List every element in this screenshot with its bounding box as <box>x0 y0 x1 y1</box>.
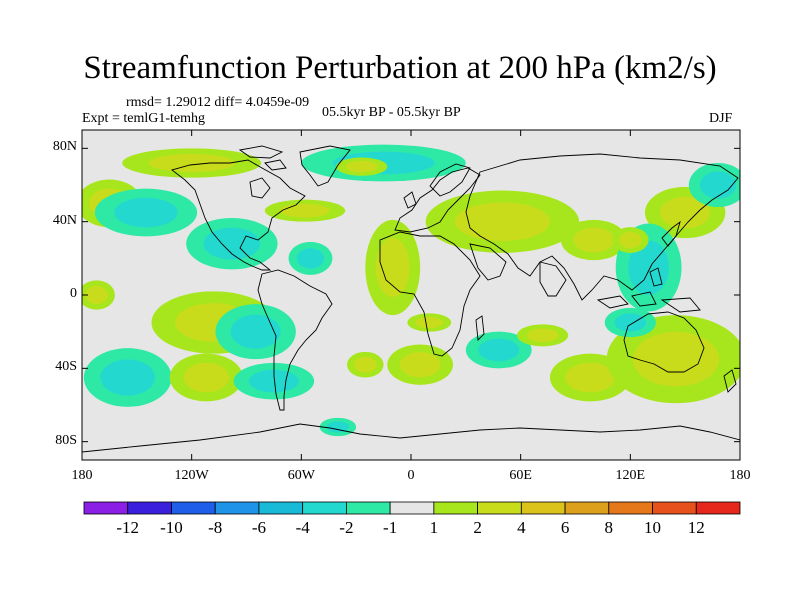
contour-feature-core <box>632 331 720 387</box>
lon-tick-label: 120W <box>174 468 209 483</box>
contour-feature-core <box>230 314 281 349</box>
colorbar-swatch <box>127 501 172 515</box>
coast-south-america <box>257 269 333 411</box>
coastlines <box>82 145 740 453</box>
coast-asia <box>465 153 739 301</box>
contour-feature-core <box>526 328 559 343</box>
lon-tick-label: 180 <box>71 468 93 483</box>
contour-feature-core <box>399 352 441 378</box>
experiment-text: Expt = temlG1-temhg <box>82 111 205 126</box>
coast-britain <box>403 191 417 209</box>
colorbar <box>83 501 741 515</box>
coast-se-asia-islands <box>596 267 701 313</box>
colorbar-swatch <box>564 501 610 515</box>
lon-tick-label: 120E <box>615 468 646 483</box>
colorbar-swatch <box>389 501 435 515</box>
lat-tick-label: 80N <box>52 139 77 155</box>
coast-hudson-bay <box>249 177 271 199</box>
contour-feature-core <box>415 316 443 329</box>
contour-feature-core <box>660 196 711 229</box>
lat-tick-label: 80S <box>55 432 77 448</box>
contour-feature-core <box>375 237 410 298</box>
coast-africa <box>379 231 481 357</box>
contour-feature-core <box>248 369 299 393</box>
lon-tick-label: 60E <box>509 468 532 483</box>
coast-new-zealand <box>723 369 737 393</box>
contour-feature-core <box>619 232 642 248</box>
contour-feature-core <box>478 338 520 362</box>
colorbar-swatch <box>345 501 391 515</box>
colorbar-swatch <box>608 501 653 515</box>
contour-fields <box>82 144 740 437</box>
contour-feature-core <box>296 248 325 269</box>
contour-feature-core <box>573 227 615 253</box>
colorbar-swatch <box>695 501 741 515</box>
colorbar-label: -6 <box>251 518 266 537</box>
coast-antarctica <box>82 423 740 453</box>
coast-india <box>539 261 567 297</box>
colorbar-swatch <box>302 501 347 515</box>
coast-north-america <box>171 159 306 271</box>
contour-feature-core <box>326 421 350 433</box>
contour-feature-core <box>353 356 377 373</box>
colorbar-label: 1 <box>429 518 439 537</box>
contour-feature-core <box>614 313 647 332</box>
plot-title: Streamfunction Perturbation at 200 hPa (… <box>83 50 717 86</box>
coast-scandinavia <box>429 163 471 197</box>
coast-madagascar <box>475 315 485 341</box>
coast-arctic-islands <box>238 145 287 171</box>
contour-feature-core <box>280 203 330 218</box>
colorbar-swatch <box>652 501 697 515</box>
colorbar-label: -8 <box>208 518 223 537</box>
contour-feature-core <box>699 171 737 199</box>
colorbar-label: -10 <box>160 518 183 537</box>
period-text: 05.5kyr BP - 05.5kyr BP <box>322 105 461 120</box>
colorbar-swatch <box>258 501 304 515</box>
colorbar-swatch <box>520 501 566 515</box>
colorbar-label: 8 <box>604 518 614 537</box>
colorbar-label: -12 <box>116 518 140 537</box>
stats-text: rmsd= 1.29012 diff= 4.0459e-09 <box>126 95 310 110</box>
contour-feature-core <box>85 285 108 305</box>
contour-feature-core <box>148 153 235 173</box>
lat-tick-label: 40N <box>52 212 77 228</box>
colorbar-label: 4 <box>517 518 526 537</box>
contour-feature-core <box>100 359 155 396</box>
colorbar-label: 10 <box>644 518 662 537</box>
coast-arabia <box>469 243 507 281</box>
colorbar-label: 12 <box>687 518 705 537</box>
contour-feature-core <box>345 160 378 173</box>
lon-tick-label: 60W <box>287 468 315 483</box>
axis-ticks <box>81 130 741 460</box>
coast-australia <box>623 311 705 373</box>
colorbar-swatch <box>477 501 522 515</box>
colorbar-swatch <box>83 501 129 515</box>
season-text: DJF <box>709 111 733 126</box>
colorbar-label: -1 <box>383 518 398 537</box>
coast-greenland <box>299 145 351 187</box>
contour-feature-core <box>454 202 550 241</box>
lat-tick-label: 0 <box>70 286 77 301</box>
contour-feature-core <box>114 197 178 228</box>
colorbar-label: 2 <box>473 518 482 537</box>
lon-tick-label: 180 <box>729 468 751 483</box>
colorbar-swatch <box>433 501 479 515</box>
colorbar-label: 6 <box>560 518 570 537</box>
colorbar-swatch <box>171 501 216 515</box>
coast-japan <box>661 220 681 247</box>
colorbar-label: -4 <box>295 518 310 537</box>
contour-feature-core <box>628 240 670 295</box>
colorbar-swatch <box>214 501 260 515</box>
contour-feature-core <box>183 362 229 393</box>
contour-feature-core <box>565 362 616 393</box>
colorbar-label: -2 <box>339 518 354 537</box>
lat-tick-label: 40S <box>55 359 77 375</box>
lon-tick-label: 0 <box>407 468 415 483</box>
